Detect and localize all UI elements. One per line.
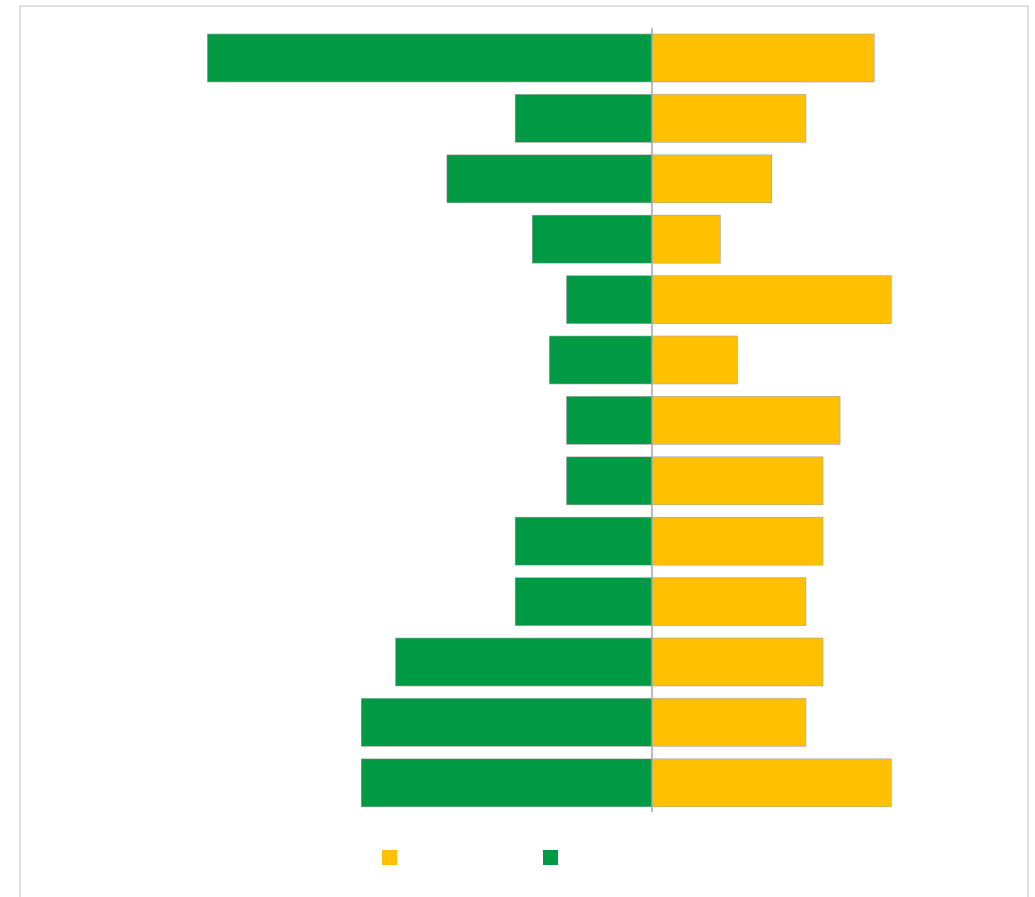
bar-yellow-9 — [651, 516, 824, 566]
bar-green-9 — [514, 516, 653, 566]
bar-green-1 — [207, 33, 653, 83]
bar-green-7 — [566, 396, 653, 445]
bar-green-3 — [446, 154, 653, 204]
bar-green-10 — [514, 577, 653, 626]
bar-yellow-4 — [651, 214, 721, 264]
bar-yellow-5 — [651, 275, 892, 324]
bar-yellow-1 — [651, 33, 875, 83]
bar-yellow-6 — [651, 335, 738, 385]
bars-layer — [207, 33, 892, 808]
bar-yellow-2 — [651, 94, 807, 143]
bar-yellow-7 — [651, 396, 841, 445]
bar-green-2 — [514, 94, 653, 143]
legend-swatch-2 — [543, 850, 558, 865]
bar-yellow-12 — [651, 698, 807, 747]
bar-green-6 — [549, 335, 653, 385]
bar-yellow-10 — [651, 577, 807, 626]
bar-green-12 — [360, 698, 653, 747]
bar-yellow-3 — [651, 154, 772, 204]
legend — [382, 850, 558, 865]
bar-green-5 — [566, 275, 653, 324]
bar-green-4 — [531, 214, 653, 264]
bar-yellow-8 — [651, 456, 824, 506]
bar-green-11 — [395, 637, 653, 687]
bar-green-13 — [360, 758, 653, 808]
bar-green-8 — [566, 456, 653, 506]
bar-yellow-13 — [651, 758, 892, 808]
legend-swatch-1 — [382, 850, 397, 865]
bar-yellow-11 — [651, 637, 824, 687]
